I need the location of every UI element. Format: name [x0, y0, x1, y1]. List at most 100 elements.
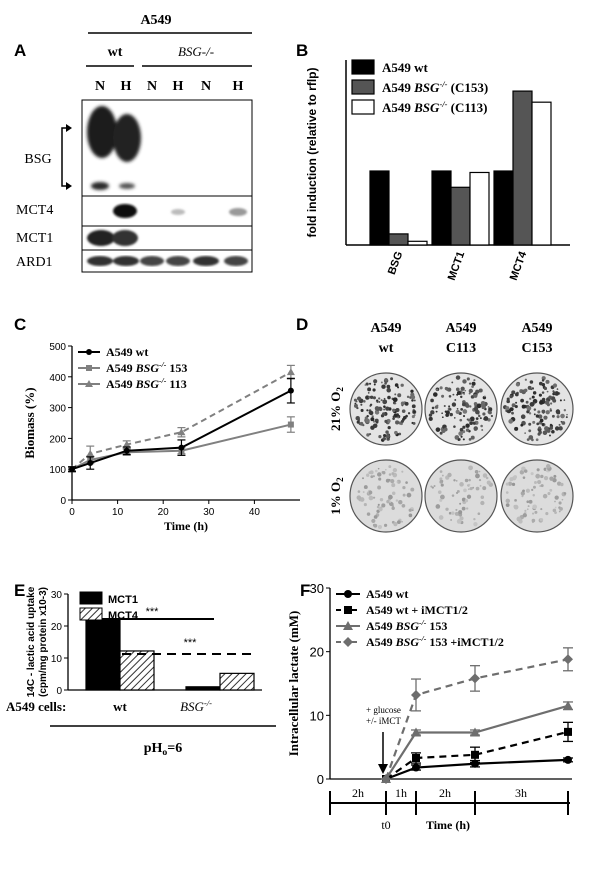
colony: [441, 412, 443, 415]
colony: [537, 410, 541, 414]
colony: [372, 420, 376, 423]
colony: [471, 381, 476, 386]
y-tick-label: 300: [49, 404, 66, 415]
colony: [395, 499, 399, 502]
colony: [535, 414, 540, 418]
colony: [455, 387, 460, 392]
colony: [538, 426, 542, 430]
colony: [379, 497, 384, 502]
colony: [359, 421, 364, 426]
panel-e: E 0 10 20 30 14C - lactic acid uptake (cpm/mg…: [6, 581, 276, 758]
data-point: [471, 750, 479, 759]
colony: [377, 472, 382, 477]
colony: [545, 512, 549, 516]
legend-entry: A549 BSG-/- 153: [106, 360, 187, 375]
lane-label: N: [201, 79, 211, 94]
colony: [413, 414, 416, 417]
colony: [385, 430, 389, 434]
colony: [411, 395, 416, 400]
colony: [532, 494, 535, 497]
y-tick-label: 30: [310, 581, 324, 596]
colony: [461, 402, 466, 407]
colony: [554, 506, 557, 509]
bar-mct4-2: [531, 101, 552, 246]
colony: [435, 427, 441, 432]
colony: [366, 512, 371, 516]
colony: [485, 476, 489, 480]
colony: [390, 377, 394, 381]
colony: [398, 432, 402, 436]
colony: [514, 392, 519, 397]
colony: [538, 393, 542, 397]
chart-e: 0 10 20 30 14C - lactic acid uptake (cpm/mg p…: [6, 586, 276, 758]
y-tick-label: 100: [49, 465, 66, 476]
colony: [524, 509, 527, 512]
colony: [384, 419, 388, 423]
colony: [443, 404, 446, 408]
colony: [563, 492, 567, 495]
colony: [473, 522, 478, 527]
colony: [453, 425, 456, 428]
colony: [455, 480, 458, 482]
colony: [428, 416, 433, 421]
colony: [536, 468, 540, 472]
panel-f: F 0 10 20 30 Intracellular lactate (mM) A549 …: [286, 581, 573, 832]
colony: [528, 429, 532, 433]
colony: [560, 413, 565, 419]
colony: [468, 382, 472, 385]
colony: [511, 411, 514, 415]
colony: [514, 426, 519, 431]
colony: [378, 435, 382, 439]
colony: [529, 380, 534, 384]
legend-entry: A549 BSG-/- 113: [106, 376, 187, 391]
colony: [473, 427, 478, 431]
colony: [556, 410, 561, 415]
row-label-ard1: ARD1: [16, 255, 53, 270]
data-point: [471, 759, 479, 768]
colony: [452, 393, 455, 396]
colony: [450, 519, 452, 521]
colony: [511, 482, 516, 487]
lane-label: H: [233, 79, 244, 94]
y-tick-label: 0: [317, 772, 324, 787]
colony: [520, 398, 525, 403]
colony: [383, 408, 386, 411]
colony: [546, 428, 551, 433]
series-line-0: [385, 758, 569, 781]
data-point: [86, 449, 95, 457]
row-label: A549 cells:: [6, 699, 66, 714]
colony: [468, 483, 471, 486]
colony: [378, 407, 383, 412]
colony: [524, 378, 527, 381]
panel-letter-e: E: [14, 581, 25, 600]
plate-column-line1: A549: [370, 321, 401, 336]
colony: [515, 382, 520, 387]
colony: [384, 468, 387, 471]
colony: [551, 429, 555, 434]
data-point: [87, 460, 94, 467]
colony: [559, 399, 562, 402]
colony: [461, 506, 466, 511]
colony: [465, 423, 470, 428]
colony: [365, 395, 370, 400]
colony: [433, 485, 436, 488]
colony: [528, 412, 532, 415]
colony: [366, 473, 370, 477]
colony: [544, 400, 550, 405]
colony: [376, 505, 380, 509]
colony: [541, 379, 545, 382]
colony: [509, 394, 513, 399]
colony: [368, 495, 374, 501]
colony: [397, 520, 401, 524]
colony: [441, 394, 445, 398]
colony: [513, 475, 518, 479]
y-axis-label: 14C - lactic acid uptake: [26, 586, 37, 697]
colony: [439, 498, 443, 502]
data-point: [123, 447, 130, 454]
colony: [413, 399, 416, 402]
colony: [481, 428, 484, 431]
colony: [353, 403, 358, 408]
colony: [473, 401, 478, 406]
colony: [522, 513, 527, 518]
colony: [381, 503, 386, 508]
